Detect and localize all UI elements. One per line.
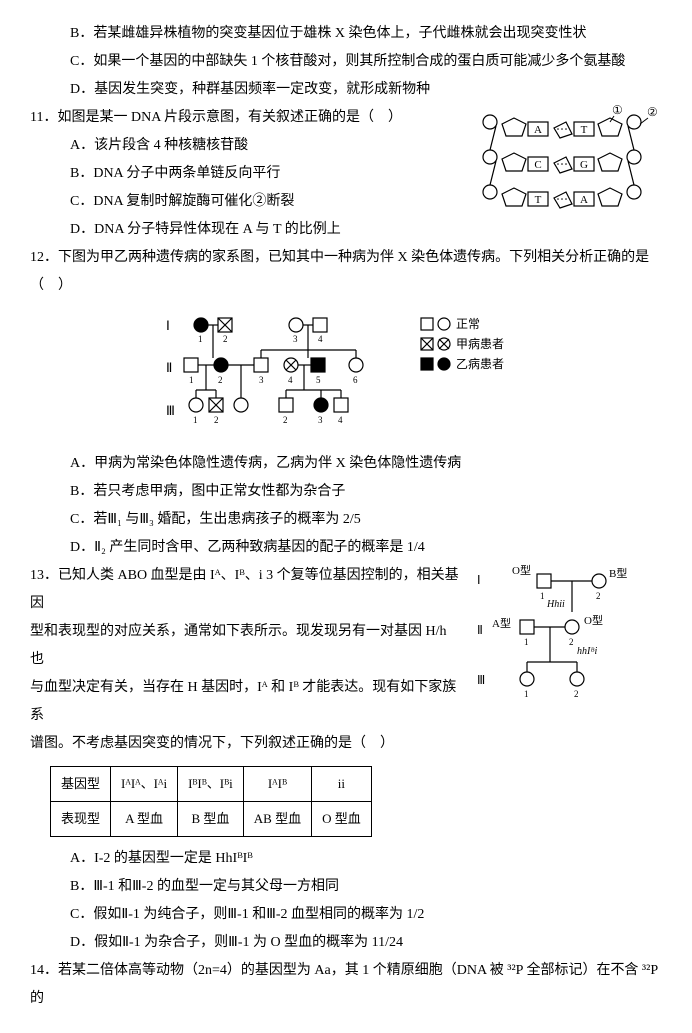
svg-text:Ⅰ: Ⅰ xyxy=(477,573,481,587)
svg-text:2: 2 xyxy=(283,415,288,425)
svg-text:正常: 正常 xyxy=(456,317,480,331)
svg-text:1: 1 xyxy=(189,375,194,385)
q13-option-a: A．I-2 的基因型一定是 HhIᴮIᴮ xyxy=(30,845,662,873)
svg-text:2: 2 xyxy=(223,334,228,344)
svg-text:B型: B型 xyxy=(609,566,627,580)
q10-option-b: B．若某雌雄异株植物的突变基因位于雄株 X 染色体上，子代雌株就会出现突变性状 xyxy=(30,20,662,48)
q12-option-c: C．若Ⅲ₁ 与Ⅲ₃ 婚配，生出患病孩子的概率为 2/5 xyxy=(30,506,662,534)
svg-text:Ⅲ: Ⅲ xyxy=(166,403,175,418)
q11-stem: 11．如图是某一 DNA 片段示意图，有关叙述正确的是（ ） xyxy=(30,104,452,132)
svg-text:3: 3 xyxy=(293,334,298,344)
q10-option-c: C．如果一个基因的中部缺失 1 个核苷酸对，则其所控制合成的蛋白质可能减少多个氨… xyxy=(30,48,662,76)
svg-text:Ⅲ: Ⅲ xyxy=(477,673,485,687)
svg-text:hhIᴮi: hhIᴮi xyxy=(577,646,598,657)
q13-pedigree-diagram: Ⅰ Ⅱ Ⅲ O型 1 B型 2 Hhii A型 1 O型 2 hhIᴮi xyxy=(472,562,662,712)
q12-option-d: D．Ⅱ₂ 产生同时含甲、乙两种致病基因的配子的概率是 1/4 xyxy=(30,534,662,562)
q12-option-a: A．甲病为常染色体隐性遗传病，乙病为伴 X 染色体隐性遗传病 xyxy=(30,450,662,478)
table-cell: ii xyxy=(312,767,372,802)
q13-option-c: C．假如Ⅱ-1 为纯合子，则Ⅲ-1 和Ⅲ-2 血型相同的概率为 1/2 xyxy=(30,901,662,929)
svg-text:3: 3 xyxy=(259,375,264,385)
table-cell: IᴬIᴮ xyxy=(243,767,311,802)
table-cell: B 型血 xyxy=(178,802,244,837)
q12-stem: 12．下图为甲乙两种遗传病的家系图，已知其中一种病为伴 X 染色体遗传病。下列相… xyxy=(30,244,662,300)
q12-pedigree-diagram: Ⅰ Ⅱ Ⅲ jia 1 2 3 4 1 2 3 xyxy=(146,310,546,440)
svg-text:O型: O型 xyxy=(584,613,603,627)
table-row-label: 基因型 xyxy=(51,767,111,802)
q10-option-d: D．基因发生突变，种群基因频率一定改变，就形成新物种 xyxy=(30,76,662,104)
svg-text:G: G xyxy=(580,159,588,171)
svg-text:A: A xyxy=(580,194,588,206)
svg-text:4: 4 xyxy=(338,415,343,425)
q13-stem-1: 13．已知人类 ABO 血型是由 Iᴬ、Iᴮ、i 3 个复等位基因控制的，相关基… xyxy=(30,562,462,618)
svg-text:Hhii: Hhii xyxy=(546,599,565,610)
svg-text:4: 4 xyxy=(318,334,323,344)
q12-option-b: B．若只考虑甲病，图中正常女性都为杂合子 xyxy=(30,478,662,506)
svg-text:5: 5 xyxy=(316,375,321,385)
svg-text:1: 1 xyxy=(524,689,529,699)
table-cell: O 型血 xyxy=(312,802,372,837)
table-cell: A 型血 xyxy=(111,802,178,837)
svg-text:Ⅰ: Ⅰ xyxy=(166,318,170,333)
svg-text:2: 2 xyxy=(218,375,223,385)
svg-text:6: 6 xyxy=(353,375,358,385)
table-row-label: 表现型 xyxy=(51,802,111,837)
table-cell: AB 型血 xyxy=(243,802,311,837)
svg-text:乙病患者: 乙病患者 xyxy=(456,356,504,371)
svg-text:T: T xyxy=(535,194,542,206)
q11-option-c: C．DNA 复制时解旋酶可催化②断裂 xyxy=(30,188,452,216)
svg-text:Ⅱ: Ⅱ xyxy=(166,360,172,375)
table-cell: IᴮIᴮ、Iᴮi xyxy=(178,767,244,802)
q11-option-a: A．该片段含 4 种核糖核苷酸 xyxy=(30,132,452,160)
table-cell: IᴬIᴬ、Iᴬi xyxy=(111,767,178,802)
svg-text:1: 1 xyxy=(198,334,203,344)
svg-text:2: 2 xyxy=(596,591,601,601)
q14-stem: 14．若某二倍体高等动物（2n=4）的基因型为 Aa，其 1 个精原细胞（DNA… xyxy=(30,957,662,1013)
svg-text:1: 1 xyxy=(193,415,198,425)
q11-label-1: ① xyxy=(612,104,623,117)
q13-stem-4: 谱图。不考虑基因突变的情况下，下列叙述正确的是（ ） xyxy=(30,730,462,758)
svg-text:4: 4 xyxy=(288,375,293,385)
svg-text:C: C xyxy=(534,159,541,171)
svg-text:T: T xyxy=(581,124,588,136)
svg-text:1: 1 xyxy=(540,591,545,601)
q11-option-d: D．DNA 分子特异性体现在 A 与 T 的比例上 xyxy=(30,216,452,244)
q11-label-2: ② xyxy=(647,105,658,119)
svg-text:1: 1 xyxy=(524,637,529,647)
svg-text:甲病患者: 甲病患者 xyxy=(456,336,504,351)
svg-text:2: 2 xyxy=(569,637,574,647)
svg-text:Ⅱ: Ⅱ xyxy=(477,623,483,637)
q11-option-b: B．DNA 分子中两条单链反向平行 xyxy=(30,160,452,188)
q13-stem-3: 与血型决定有关，当存在 H 基因时，Iᴬ 和 Iᴮ 才能表达。现有如下家族系 xyxy=(30,674,462,730)
svg-text:O型: O型 xyxy=(512,563,531,577)
svg-text:2: 2 xyxy=(214,415,219,425)
q11-dna-diagram: A T C G T A xyxy=(462,104,662,224)
svg-text:A: A xyxy=(534,124,542,136)
svg-text:2: 2 xyxy=(574,689,579,699)
svg-text:A型: A型 xyxy=(492,616,511,630)
q13-genotype-table: 基因型 IᴬIᴬ、Iᴬi IᴮIᴮ、Iᴮi IᴬIᴮ ii 表现型 A 型血 B… xyxy=(50,766,372,837)
svg-text:3: 3 xyxy=(318,415,323,425)
q13-stem-2: 型和表现型的对应关系，通常如下表所示。现发现另有一对基因 H/h 也 xyxy=(30,618,462,674)
q13-option-b: B．Ⅲ-1 和Ⅲ-2 的血型一定与其父母一方相同 xyxy=(30,873,662,901)
q13-option-d: D．假如Ⅱ-1 为杂合子，则Ⅲ-1 为 O 型血的概率为 11/24 xyxy=(30,929,662,957)
